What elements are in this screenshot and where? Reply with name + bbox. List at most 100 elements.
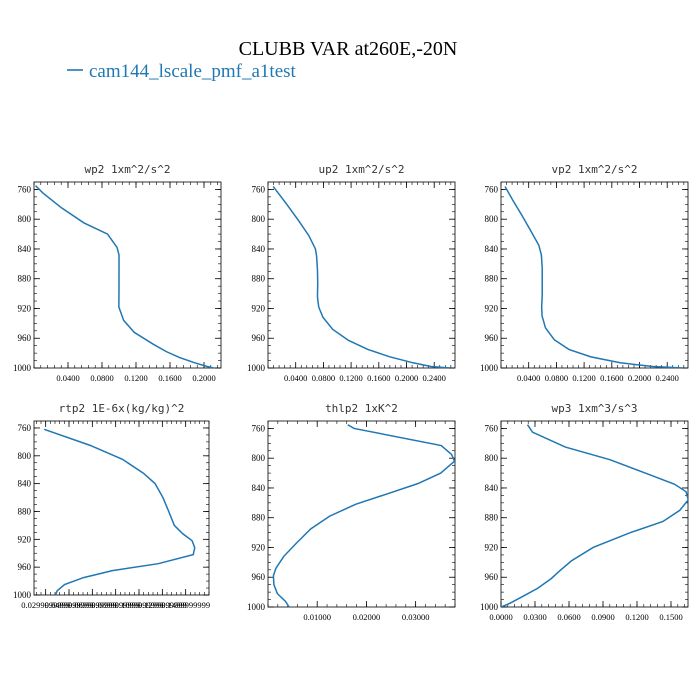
series-line xyxy=(504,186,684,368)
x-tick-label: 0.0800 xyxy=(90,373,113,383)
series-line xyxy=(35,185,214,368)
y-tick-label: 840 xyxy=(252,244,266,254)
y-tick-label: 880 xyxy=(18,506,32,516)
panel-1: up2 1xm^2/s^2 760 800 840 880 920 960 1000 0.040… xyxy=(247,163,456,383)
y-tick-label: 880 xyxy=(485,274,499,284)
legend-label: cam144_lscale_pmf_a1test xyxy=(89,61,297,82)
x-tick-label: 0.2000 xyxy=(192,373,215,383)
x-tick-label: 0.0900 xyxy=(591,612,614,622)
panel-title: up2 1xm^2/s^2 xyxy=(318,163,404,176)
panel-frame xyxy=(500,181,689,369)
y-tick-label: 840 xyxy=(485,244,499,254)
y-tick-label: 960 xyxy=(252,572,266,582)
panels: wp2 1xm^2/s^2 760 800 840 880 920 960 1000 0.040… xyxy=(13,163,689,622)
y-tick-label: 1000 xyxy=(247,363,266,373)
y-tick-label: 760 xyxy=(252,423,266,433)
y-tick-label: 880 xyxy=(485,513,499,523)
panel-2: vp2 1xm^2/s^2 760 800 840 880 920 960 1000 0.040… xyxy=(480,163,689,383)
y-tick-label: 760 xyxy=(485,423,499,433)
y-tick-label: 760 xyxy=(18,423,32,433)
y-tick-label: 880 xyxy=(18,274,32,284)
series-line xyxy=(272,424,455,607)
x-tick-label: 0.0499999999 xyxy=(45,600,94,610)
x-tick-label: 0.01000 xyxy=(303,612,331,622)
y-tick-label: 1000 xyxy=(480,602,499,612)
y-tick-label: 960 xyxy=(18,333,32,343)
x-tick-label: 0.0800 xyxy=(312,373,335,383)
y-tick-label: 960 xyxy=(485,572,499,582)
y-tick-label: 920 xyxy=(485,542,499,552)
y-tick-label: 880 xyxy=(252,513,266,523)
y-tick-label: 920 xyxy=(18,303,32,313)
y-tick-label: 1000 xyxy=(480,363,499,373)
x-tick-label: 0.1200 xyxy=(339,373,362,383)
panel-0: wp2 1xm^2/s^2 760 800 840 880 920 960 1000 0.040… xyxy=(13,163,222,383)
x-tick-label: 0.2400 xyxy=(423,373,446,383)
x-tick-label: 0.0400 xyxy=(56,373,79,383)
y-tick-label: 920 xyxy=(252,303,266,313)
y-tick-label: 800 xyxy=(18,214,32,224)
y-tick-label: 800 xyxy=(18,451,32,461)
x-tick-label: 0.1200 xyxy=(625,612,648,622)
series-line xyxy=(501,424,688,607)
panel-frame xyxy=(267,181,456,369)
y-tick-label: 1000 xyxy=(13,363,32,373)
y-tick-label: 1000 xyxy=(13,590,32,600)
x-tick-label: 0.02000 xyxy=(353,612,381,622)
x-tick-label: 0.1500 xyxy=(659,612,682,622)
y-tick-label: 920 xyxy=(18,534,32,544)
y-tick-label: 920 xyxy=(252,542,266,552)
panel-3: rtp2 1E-6x(kg/kg)^2 760 800 840 880 920 960 100… xyxy=(13,402,210,610)
x-tick-label: 0.1099999999 xyxy=(115,600,164,610)
y-tick-label: 800 xyxy=(252,453,266,463)
panel-title: wp3 1xm^3/s^3 xyxy=(551,402,637,415)
panel-frame xyxy=(33,420,210,596)
y-tick-label: 800 xyxy=(252,214,266,224)
panel-title: rtp2 1E-6x(kg/kg)^2 xyxy=(59,402,185,415)
x-tick-label: 0.1200 xyxy=(124,373,147,383)
figure-title: CLUBB VAR at260E,-20N xyxy=(239,38,458,60)
y-tick-label: 760 xyxy=(18,184,32,194)
x-tick-label: 0.0899999999 xyxy=(91,600,140,610)
y-tick-label: 840 xyxy=(18,244,32,254)
panel-5: wp3 1xm^3/s^3 760 800 840 880 920 960 10000.000… xyxy=(480,402,689,622)
x-tick-label: 0.1499999999 xyxy=(161,600,210,610)
x-tick-label: 0.2000 xyxy=(628,373,651,383)
panel-frame xyxy=(33,181,222,369)
panel-frame xyxy=(500,420,689,608)
y-tick-label: 960 xyxy=(252,333,266,343)
x-tick-label: 0.0400 xyxy=(284,373,307,383)
x-tick-label: 0.0699999999 xyxy=(68,600,117,610)
x-tick-label: 0.03000 xyxy=(402,612,430,622)
y-tick-label: 840 xyxy=(252,483,266,493)
x-tick-label: 0.0400 xyxy=(517,373,540,383)
x-tick-label: 0.2400 xyxy=(656,373,679,383)
x-tick-label: 0.0600 xyxy=(557,612,580,622)
x-tick-label: 0.0800 xyxy=(545,373,568,383)
y-tick-label: 880 xyxy=(252,274,266,284)
x-tick-label: 0.1600 xyxy=(158,373,181,383)
series-line xyxy=(272,186,451,368)
series-line xyxy=(43,428,196,595)
y-tick-label: 760 xyxy=(252,184,266,194)
x-tick-label: 0.2000 xyxy=(395,373,418,383)
panel-frame xyxy=(267,420,456,608)
panel-title: wp2 1xm^2/s^2 xyxy=(84,163,170,176)
panel-title: thlp2 1xK^2 xyxy=(325,402,398,415)
y-tick-label: 1000 xyxy=(247,602,266,612)
x-tick-label: 0.1299999999 xyxy=(138,600,187,610)
panel-4: thlp2 1xK^2 760 800 840 880 920 960 1000 0.01000… xyxy=(247,402,456,622)
y-tick-label: 840 xyxy=(18,479,32,489)
y-tick-label: 840 xyxy=(485,483,499,493)
y-tick-label: 800 xyxy=(485,214,499,224)
x-tick-label: 0.0000 xyxy=(489,612,512,622)
x-tick-label: 0.1600 xyxy=(367,373,390,383)
y-tick-label: 800 xyxy=(485,453,499,463)
y-tick-label: 960 xyxy=(18,562,32,572)
panel-title: vp2 1xm^2/s^2 xyxy=(551,163,637,176)
x-tick-label: 0.0300 xyxy=(523,612,546,622)
y-tick-label: 920 xyxy=(485,303,499,313)
y-tick-label: 960 xyxy=(485,333,499,343)
x-tick-label: 0.0299999999 xyxy=(21,600,70,610)
